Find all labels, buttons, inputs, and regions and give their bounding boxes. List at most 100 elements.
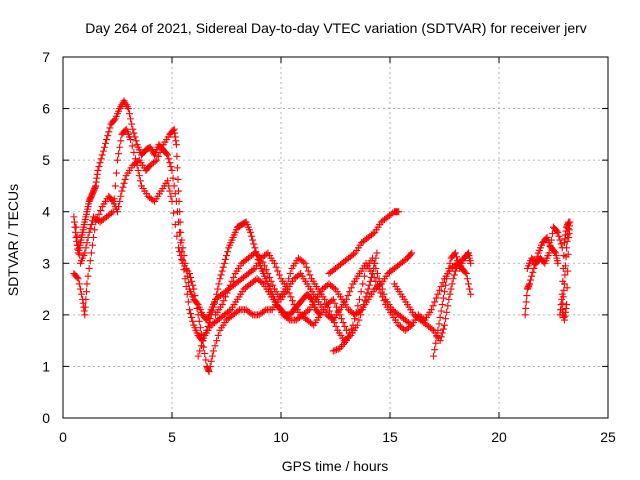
data-point-marker [427,306,435,314]
data-point-marker [378,285,386,293]
data-point-marker [177,252,185,260]
data-point-marker [355,295,363,303]
data-point-marker [105,128,113,136]
data-point-marker [462,270,470,278]
data-point-marker [304,267,312,275]
data-point-marker [130,148,138,156]
data-point-marker [266,273,274,281]
data-point-marker [185,306,193,314]
data-point-marker [86,224,94,232]
data-point-marker [295,271,303,279]
series-arc-7 [329,254,416,355]
data-point-marker [78,290,86,298]
data-point-marker [373,249,381,257]
data-point-marker [195,317,203,325]
data-point-marker [360,272,368,280]
data-point-marker [369,254,377,262]
data-point-marker [436,286,444,294]
data-point-marker [563,284,571,292]
data-point-marker [324,303,332,311]
data-point-marker [527,276,535,284]
data-point-marker [221,255,229,263]
data-point-marker [172,141,180,149]
data-point-marker [326,307,334,315]
x-tick-label: 5 [168,429,176,445]
data-point-marker [189,317,197,325]
data-point-marker [120,179,128,187]
data-point-marker [125,110,133,118]
data-point-marker [436,337,444,345]
x-tick-label: 25 [600,429,616,445]
data-point-marker [559,299,567,307]
data-point-marker [85,228,93,236]
data-point-marker [175,244,183,252]
data-point-marker [95,210,103,218]
data-point-marker [347,284,355,292]
data-point-marker [303,263,311,271]
data-point-marker [230,273,238,281]
data-point-marker [127,115,135,123]
data-point-marker [359,280,367,288]
data-point-marker [175,197,183,205]
data-point-marker [194,352,202,360]
data-point-marker [189,281,197,289]
data-point-marker [554,228,562,236]
data-point-marker [304,307,312,315]
data-point-marker [445,264,453,272]
y-tick-label: 2 [42,307,50,323]
data-point-marker [275,271,283,279]
data-point-marker [463,250,471,258]
data-point-marker [191,292,199,300]
data-point-marker [215,280,223,288]
series-arc-6 [325,208,403,278]
data-point-marker [116,143,124,151]
data-point-marker [87,221,95,229]
data-point-marker [163,150,171,158]
data-point-marker [262,250,270,258]
series-arc-2 [70,125,350,334]
data-point-marker [553,227,561,235]
data-point-marker [444,302,452,310]
data-point-marker [563,244,571,252]
data-point-marker [98,151,106,159]
data-point-marker [555,232,563,240]
data-point-marker [185,270,193,278]
data-point-marker [94,166,102,174]
data-point-marker [332,322,340,330]
data-point-marker [115,150,123,158]
data-point-marker [355,316,363,324]
data-point-marker [74,241,82,249]
data-point-marker [164,151,172,159]
data-point-marker [407,250,415,258]
x-axis-label: GPS time / hours [282,458,389,474]
data-point-marker [344,333,352,341]
data-point-marker [110,195,118,203]
data-point-marker [270,259,278,267]
data-point-marker [100,143,108,151]
data-point-marker [82,244,90,252]
y-tick-label: 0 [42,410,50,426]
data-point-marker [466,285,474,293]
data-point-marker [258,279,266,287]
x-tick-label: 15 [382,429,398,445]
data-point-marker [434,290,442,298]
data-point-marker [228,277,236,285]
data-point-marker [86,257,94,265]
data-point-marker [545,249,553,257]
data-point-marker [288,297,296,305]
data-point-marker [344,292,352,300]
data-point-marker [124,105,132,113]
data-point-marker [376,281,384,289]
data-point-marker [84,272,92,280]
data-point-marker [467,290,475,298]
data-point-marker [354,302,362,310]
data-point-marker [73,232,81,240]
data-point-marker [72,223,80,231]
data-point-marker [167,163,175,171]
data-point-marker [357,288,365,296]
data-point-marker [337,315,345,323]
data-point-marker [133,161,141,169]
data-point-marker [164,177,172,185]
data-point-marker [364,285,372,293]
data-point-marker [75,250,83,258]
